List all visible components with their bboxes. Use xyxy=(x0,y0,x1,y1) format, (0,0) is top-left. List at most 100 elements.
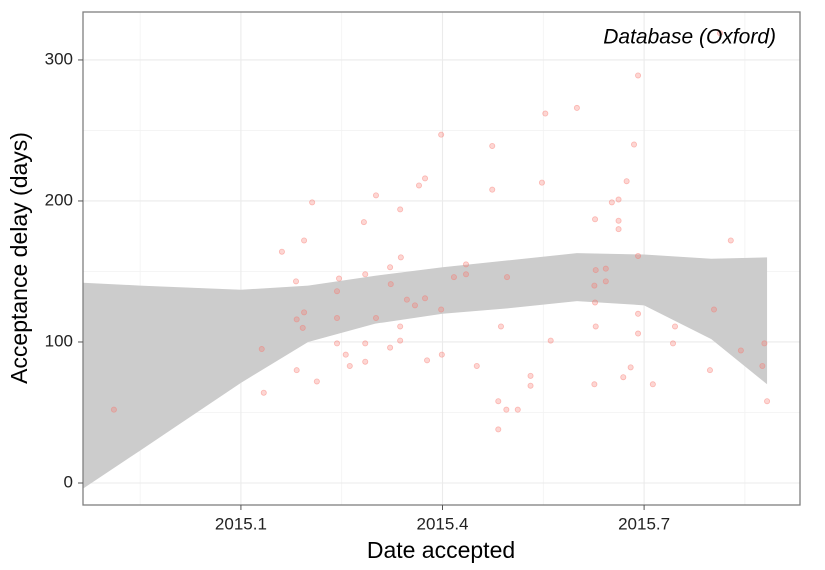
data-point xyxy=(463,271,470,278)
data-point xyxy=(450,274,457,281)
panel-border xyxy=(82,11,801,506)
y-tick-label: 0 xyxy=(64,472,73,491)
data-point xyxy=(342,351,349,358)
data-point xyxy=(260,389,267,396)
data-point xyxy=(737,347,744,354)
data-point xyxy=(635,330,642,337)
data-point xyxy=(635,252,642,259)
data-point xyxy=(615,226,622,233)
data-point xyxy=(547,337,554,344)
data-point xyxy=(635,72,642,79)
data-point xyxy=(649,381,656,388)
data-point xyxy=(608,199,615,206)
y-axis-title: Acceptance delay (days) xyxy=(6,132,32,384)
data-point xyxy=(387,281,394,288)
confidence-ribbon xyxy=(83,253,768,489)
annotation: Database (Oxford) xyxy=(603,26,776,49)
data-point xyxy=(497,323,504,330)
data-point xyxy=(463,261,470,268)
data-point xyxy=(362,340,369,347)
x-tick-label: 2015.4 xyxy=(417,514,469,533)
data-point xyxy=(346,362,353,369)
data-point xyxy=(489,186,496,193)
data-point xyxy=(360,219,367,226)
data-point xyxy=(422,175,429,182)
data-point xyxy=(278,248,285,255)
data-point xyxy=(334,340,341,347)
data-point xyxy=(336,275,343,282)
data-point xyxy=(710,306,717,313)
data-point xyxy=(438,131,445,138)
data-point xyxy=(334,315,341,322)
data-point xyxy=(623,178,630,185)
data-point xyxy=(573,104,580,111)
data-point xyxy=(415,182,422,189)
data-point xyxy=(602,278,609,285)
data-point xyxy=(631,141,638,148)
data-point xyxy=(764,398,771,405)
data-point xyxy=(672,323,679,330)
data-point xyxy=(293,278,300,285)
axes: 2015.1 2015.4 2015.7 0 100 200 300 xyxy=(45,49,670,533)
data-point xyxy=(627,364,634,371)
y-tick-label: 100 xyxy=(45,331,73,350)
data-point xyxy=(424,357,431,364)
data-point xyxy=(503,406,510,413)
data-point xyxy=(301,309,308,316)
data-point xyxy=(397,337,404,344)
y-tick-label: 300 xyxy=(45,49,73,68)
data-point xyxy=(669,340,676,347)
data-point xyxy=(362,358,369,365)
data-point xyxy=(397,323,404,330)
data-point xyxy=(620,374,627,381)
data-point xyxy=(602,265,609,272)
data-point xyxy=(527,382,534,389)
data-point xyxy=(299,324,306,331)
data-point xyxy=(495,426,502,433)
data-point xyxy=(438,351,445,358)
data-point xyxy=(387,344,394,351)
data-point xyxy=(592,216,599,223)
x-tick-label: 2015.7 xyxy=(618,514,670,533)
data-point xyxy=(362,271,369,278)
data-point xyxy=(403,296,410,303)
data-point xyxy=(301,237,308,244)
data-point xyxy=(635,310,642,317)
data-point xyxy=(591,282,598,289)
data-point xyxy=(397,206,404,213)
points-layer xyxy=(110,30,771,433)
data-point xyxy=(293,367,300,374)
data-point xyxy=(411,302,418,309)
data-point xyxy=(706,367,713,374)
data-point xyxy=(397,254,404,261)
y-tick-label: 200 xyxy=(45,190,73,209)
data-point xyxy=(422,295,429,302)
data-point xyxy=(504,274,511,281)
data-point xyxy=(473,362,480,369)
data-point xyxy=(591,381,598,388)
data-point xyxy=(592,323,599,330)
data-point xyxy=(527,372,534,379)
data-point xyxy=(495,398,502,405)
data-point xyxy=(514,406,521,413)
data-point xyxy=(538,179,545,186)
data-point xyxy=(727,237,734,244)
data-point xyxy=(761,340,768,347)
data-point xyxy=(615,196,622,203)
x-axis-title: Date accepted xyxy=(367,537,515,563)
ribbon-layer xyxy=(83,253,768,489)
data-point xyxy=(313,378,320,385)
data-point xyxy=(334,288,341,295)
data-point xyxy=(542,110,549,117)
data-point xyxy=(293,316,300,323)
data-point xyxy=(372,315,379,322)
data-point xyxy=(372,192,379,199)
data-point xyxy=(759,362,766,369)
data-point xyxy=(110,406,117,413)
x-tick-label: 2015.1 xyxy=(215,514,267,533)
data-point xyxy=(717,30,724,37)
data-point xyxy=(615,217,622,224)
data-point xyxy=(489,142,496,149)
